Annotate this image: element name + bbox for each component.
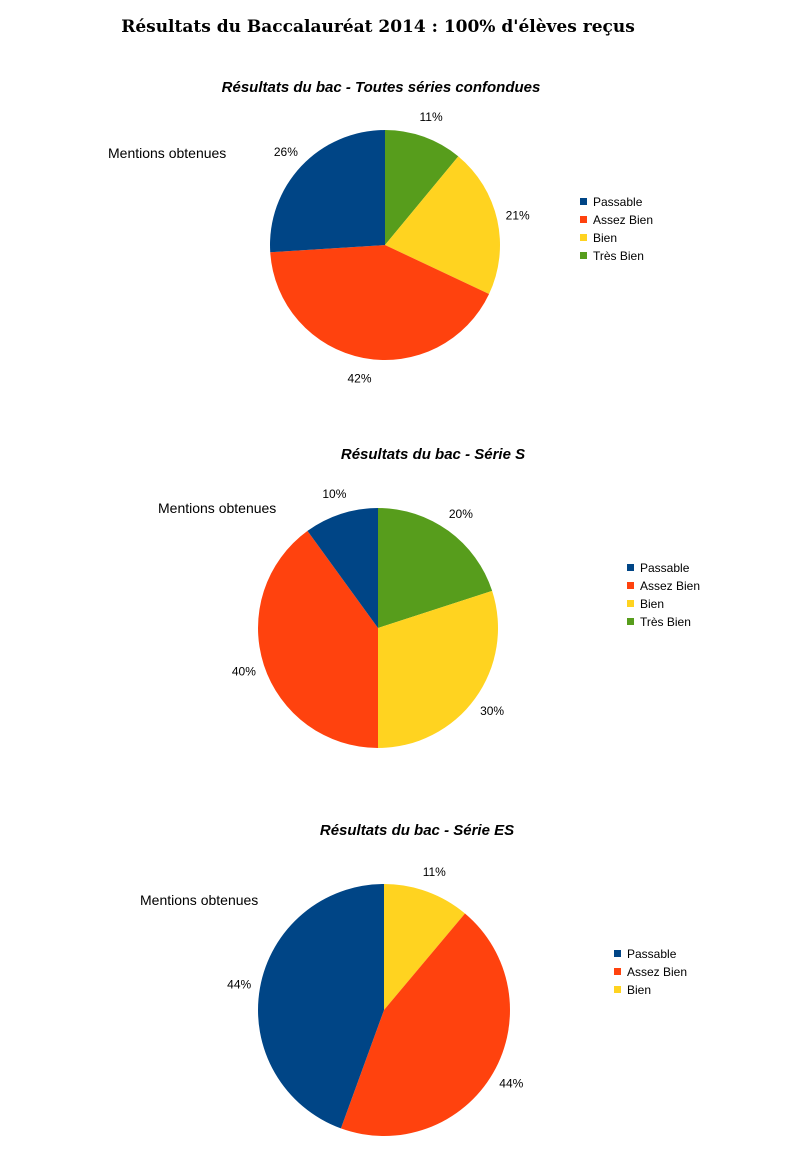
pie-chart-1: Résultats du bac - Toutes séries confond… [108, 79, 653, 386]
slice-label: 26% [274, 145, 298, 159]
legend-swatch-passable [580, 198, 587, 205]
slice-label: 21% [506, 208, 530, 222]
slice-label: 30% [480, 704, 504, 718]
legend: Passable Assez Bien Bien Très Bien [627, 561, 700, 629]
legend-swatch-assez-bien [614, 968, 621, 975]
legend-label-assez-bien: Assez Bien [627, 965, 687, 979]
legend-swatch-assez-bien [580, 216, 587, 223]
chart-subtitle: Mentions obtenues [108, 145, 226, 161]
pie-slice-assez-bien [270, 245, 490, 360]
legend-label-assez-bien: Assez Bien [640, 579, 700, 593]
legend: Passable Assez Bien Bien Très Bien [580, 195, 653, 263]
chart-subtitle: Mentions obtenues [140, 892, 258, 908]
slice-label: 11% [420, 110, 443, 124]
legend: Passable Assez Bien Bien [614, 947, 687, 997]
pie-slice-tres-bien [378, 508, 493, 628]
legend-label-bien: Bien [627, 983, 651, 997]
chart-title: Résultats du bac - Série S [341, 446, 525, 463]
legend-label-assez-bien: Assez Bien [593, 213, 653, 227]
pie-slice-passable [258, 884, 384, 1129]
legend-label-tres-bien: Très Bien [640, 615, 691, 629]
pie-slice-tres-bien [385, 130, 459, 245]
pie-slice-assez-bien [258, 530, 378, 748]
legend-label-bien: Bien [640, 597, 664, 611]
pie-slice-passable [307, 508, 378, 628]
pie-slice-passable [270, 130, 385, 253]
legend-swatch-bien [627, 600, 634, 607]
legend-swatch-assez-bien [627, 582, 634, 589]
pie-slice-bien [378, 590, 499, 748]
pie-slice-bien [384, 884, 465, 1010]
legend-swatch-passable [627, 564, 634, 571]
legend-label-passable: Passable [627, 947, 677, 961]
pie-chart-3: Résultats du bac - Série ES Mentions obte… [140, 822, 687, 1136]
slice-label: 44% [499, 1077, 523, 1091]
charts-layer: Résultats du bac - Toutes séries confond… [108, 79, 700, 1136]
legend-label-bien: Bien [593, 231, 617, 245]
legend-swatch-bien [614, 986, 621, 993]
slice-label: 42% [347, 372, 371, 386]
chart-subtitle: Mentions obtenues [158, 500, 276, 516]
legend-swatch-tres-bien [627, 618, 634, 625]
legend-swatch-bien [580, 234, 587, 241]
page-title: Résultats du Baccalauréat 2014 : 100% d'… [121, 17, 635, 37]
legend-swatch-tres-bien [580, 252, 587, 259]
legend-label-passable: Passable [593, 195, 643, 209]
slice-label: 11% [423, 865, 446, 879]
pie-slice-assez-bien [340, 913, 510, 1136]
slice-label: 20% [449, 507, 473, 521]
pie-chart-2: Résultats du bac - Série S Mentions obten… [158, 446, 700, 748]
chart-title: Résultats du bac - Toutes séries confond… [222, 79, 541, 96]
legend-swatch-passable [614, 950, 621, 957]
legend-label-passable: Passable [640, 561, 690, 575]
chart-title: Résultats du bac - Série ES [320, 822, 514, 839]
slice-label: 40% [232, 665, 256, 679]
legend-label-tres-bien: Très Bien [593, 249, 644, 263]
slice-label: 10% [322, 487, 346, 501]
pie-slice-bien [385, 156, 501, 294]
slice-label: 44% [227, 978, 251, 992]
